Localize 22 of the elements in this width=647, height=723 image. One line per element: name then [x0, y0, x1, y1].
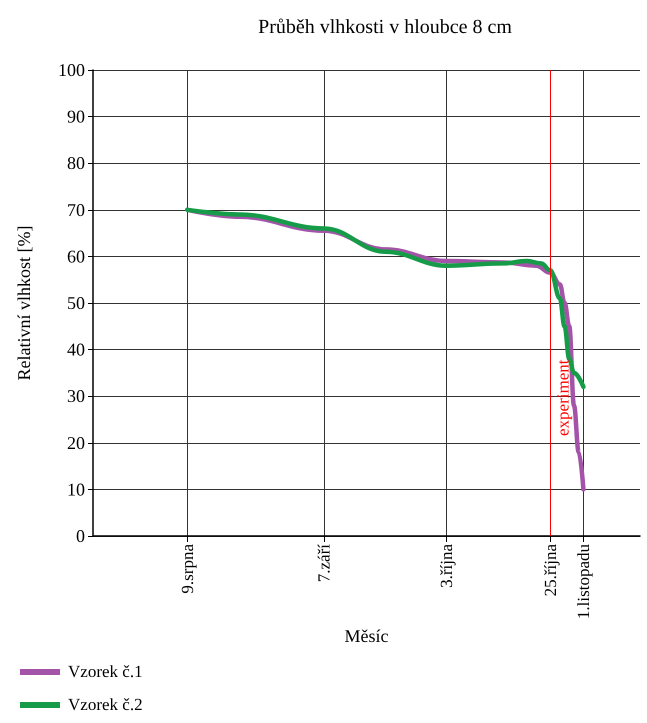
- y-tick-label: 90: [67, 106, 85, 127]
- x-tick-label: 3.října: [437, 544, 456, 588]
- y-tick-label: 100: [58, 60, 85, 80]
- y-axis-title: Relativní vlhkost [%]: [14, 226, 34, 380]
- x-tick-label: 1.listopadu: [574, 544, 593, 620]
- y-tick-label: 80: [67, 153, 85, 174]
- y-tick-label: 60: [67, 246, 85, 266]
- y-tick-label: 20: [67, 432, 85, 453]
- x-axis-title: Měsíc: [344, 626, 388, 646]
- y-tick-label: 70: [67, 200, 85, 220]
- y-tick-label: 0: [76, 526, 85, 546]
- y-tick-label: 50: [67, 293, 85, 313]
- x-tick-label: 7.září: [314, 544, 334, 582]
- chart-title: Průběh vlhkosti v hloubce 8 cm: [258, 16, 512, 38]
- y-tick-label: 10: [67, 479, 85, 500]
- x-tick-label: 25.října: [540, 544, 560, 596]
- x-tick-label: 9.srpna: [178, 544, 197, 594]
- y-tick-label: 40: [67, 340, 85, 360]
- legend-label: Vzorek č.1: [68, 662, 143, 682]
- ref-line-label: experiment: [553, 359, 572, 436]
- legend-label: Vzorek č.2: [68, 694, 143, 714]
- y-tick-label: 30: [67, 386, 85, 406]
